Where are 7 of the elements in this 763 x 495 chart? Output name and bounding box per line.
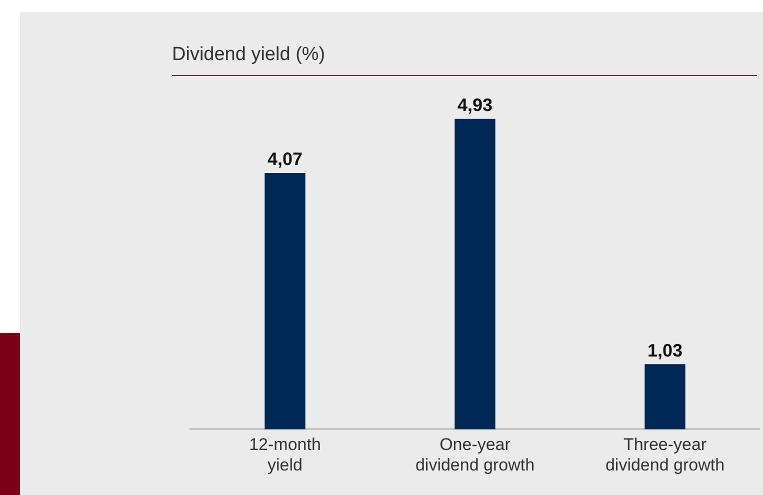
x-tick-label: 12-month yield [249,435,321,474]
data-label: 1,03 [647,340,683,360]
x-tick-label: One-year dividend growth [415,435,535,474]
data-label: 4,07 [267,149,303,170]
chart-title: Dividend yield (%) [172,44,326,66]
x-tick-label: Three-year dividend growth [605,435,725,474]
data-label: 4,93 [457,95,493,116]
